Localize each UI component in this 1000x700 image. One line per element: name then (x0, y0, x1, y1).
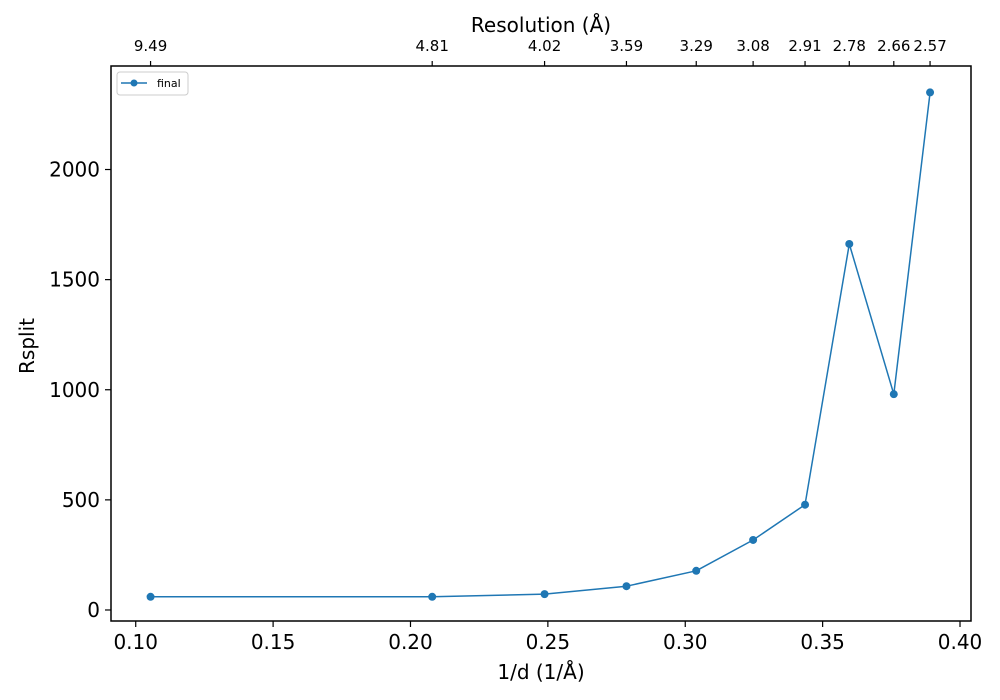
data-point (749, 536, 757, 544)
y-tick-label: 1000 (49, 378, 100, 402)
x-tick-label: 0.20 (388, 630, 433, 654)
y-tick-label: 1500 (49, 268, 100, 292)
y-tick-label: 500 (62, 488, 100, 512)
x-tick-label: 0.10 (113, 630, 158, 654)
top-tick-label: 9.49 (134, 37, 167, 55)
top-tick-label: 4.02 (528, 37, 561, 55)
data-point (541, 590, 549, 598)
top-tick-label: 2.57 (913, 37, 946, 55)
series-line-final (151, 92, 931, 596)
top-tick-label: 2.66 (877, 37, 910, 55)
top-tick-label: 2.78 (833, 37, 866, 55)
y-tick-label: 0 (87, 598, 100, 622)
x-tick-label: 0.35 (800, 630, 845, 654)
top-tick-label: 3.59 (610, 37, 643, 55)
data-point (428, 593, 436, 601)
x-tick-label: 0.40 (938, 630, 983, 654)
top-tick-label: 3.29 (680, 37, 713, 55)
data-point (801, 501, 809, 509)
data-point (692, 567, 700, 575)
top-axis-label: Resolution (Å) (471, 13, 611, 37)
data-point (147, 593, 155, 601)
top-tick-label: 3.08 (736, 37, 769, 55)
y-tick-label: 2000 (49, 158, 100, 182)
y-axis-label: Rsplit (15, 318, 39, 374)
x-axis-label: 1/d (1/Å) (497, 660, 584, 684)
data-point (926, 88, 934, 96)
top-tick-label: 4.81 (415, 37, 448, 55)
x-tick-label: 0.15 (251, 630, 296, 654)
top-tick-label: 2.91 (788, 37, 821, 55)
data-point (845, 240, 853, 248)
x-tick-label: 0.30 (663, 630, 708, 654)
data-point (890, 390, 898, 398)
plot-frame (111, 66, 971, 621)
legend-marker (131, 80, 138, 87)
x-tick-label: 0.25 (526, 630, 571, 654)
legend-label: final (157, 77, 181, 90)
data-point (622, 582, 630, 590)
